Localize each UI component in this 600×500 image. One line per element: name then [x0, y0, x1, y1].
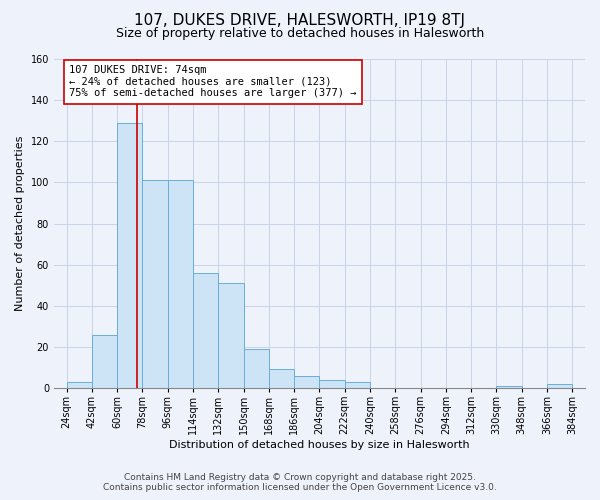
Text: 107 DUKES DRIVE: 74sqm
← 24% of detached houses are smaller (123)
75% of semi-de: 107 DUKES DRIVE: 74sqm ← 24% of detached… [70, 65, 357, 98]
Bar [345, 382, 370, 388]
Bar [218, 283, 244, 388]
Y-axis label: Number of detached properties: Number of detached properties [15, 136, 25, 311]
Bar [269, 370, 294, 388]
Bar [193, 273, 218, 388]
Text: Size of property relative to detached houses in Halesworth: Size of property relative to detached ho… [116, 28, 484, 40]
Bar [168, 180, 193, 388]
Text: 107, DUKES DRIVE, HALESWORTH, IP19 8TJ: 107, DUKES DRIVE, HALESWORTH, IP19 8TJ [134, 12, 466, 28]
Bar [319, 380, 345, 388]
Bar [142, 180, 168, 388]
X-axis label: Distribution of detached houses by size in Halesworth: Distribution of detached houses by size … [169, 440, 470, 450]
Bar [496, 386, 522, 388]
Bar [67, 382, 92, 388]
Bar [117, 122, 142, 388]
Bar [294, 376, 319, 388]
Text: Contains HM Land Registry data © Crown copyright and database right 2025.
Contai: Contains HM Land Registry data © Crown c… [103, 473, 497, 492]
Bar [92, 334, 117, 388]
Bar [244, 349, 269, 388]
Bar [547, 384, 572, 388]
